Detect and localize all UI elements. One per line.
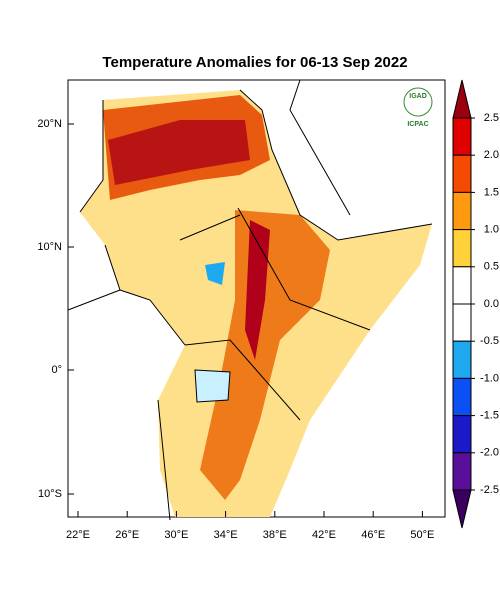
colorbar-bin [452,377,472,417]
lon-label: 50°E [410,529,434,541]
cool-patch [205,262,225,285]
colorbar-bin [452,340,472,379]
colorbar-label: -0.5 [480,335,499,347]
lon-label: 22°E [66,529,90,541]
colorbar-label: 2.5 [484,112,499,124]
lake-victoria [194,369,231,403]
lat-label: 10°N [37,241,62,253]
map: IGAD ICPAC [67,79,446,521]
colorbar-label: -2.0 [480,447,499,459]
colorbar-bin [452,191,472,231]
lon-label: 38°E [263,529,287,541]
lat-label: 10°S [38,488,62,500]
colorbar-label: 0.0 [484,298,499,310]
colorbar-bin [452,415,472,454]
logo-bottom: ICPAC [407,121,428,128]
hot-rift [245,220,270,360]
colorbar-label: 1.0 [484,224,499,236]
colorbar-label: 0.5 [484,261,499,273]
colorbar-label: -1.5 [480,410,499,422]
lon-label: 26°E [115,529,139,541]
colorbar-bin [452,117,472,156]
colorbar: 2.5 2.0 1.5 1.0 0.5 0.0 -0.5 -1.0 -1.5 -2.0 -2.5 [452,79,499,529]
logo-ring [403,87,433,117]
logo-top: IGAD [409,93,427,100]
lon-label: 34°E [214,529,238,541]
colorbar-bin [452,452,472,491]
colorbar-bin [452,303,472,342]
colorbar-bin [452,266,472,305]
lon-label: 42°E [312,529,336,541]
lon-label: 46°E [361,529,385,541]
colorbar-over [452,79,472,119]
title: Temperature Anomalies for 06-13 Sep 2022 [102,54,407,71]
colorbar-label: -1.0 [480,372,499,384]
borders [67,79,433,521]
hot-north [108,120,250,185]
colorbar-bin [452,154,472,193]
colorbar-label: 2.0 [484,149,499,161]
colorbar-label: -2.5 [480,484,499,496]
colorbar-under [452,489,472,529]
lat-label: 20°N [37,118,62,130]
lat-label: 0° [51,364,62,376]
colorbar-label: 1.5 [484,186,499,198]
warm-highlands [200,210,330,500]
axes: 20°N 10°N 0° 10°S 22°E 26°E 30°E 34°E 38°E 42°E 46… [37,118,434,541]
lon-label: 30°E [164,529,188,541]
colorbar-bin [452,229,472,268]
